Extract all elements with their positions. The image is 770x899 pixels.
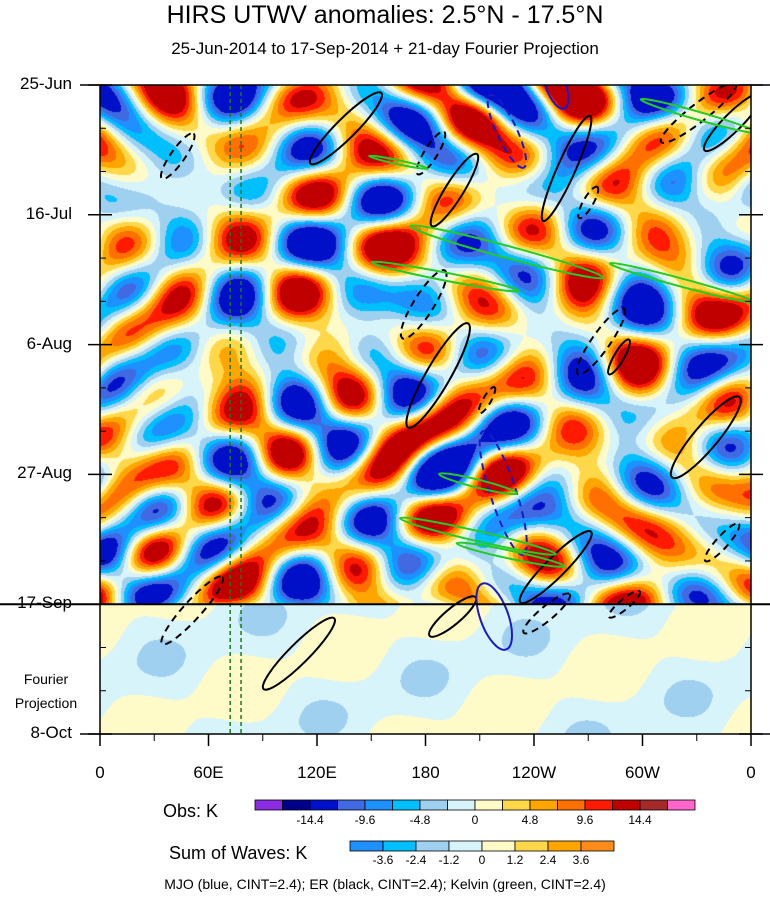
projection-label-line2: Projection: [14, 695, 78, 711]
er-contour: [429, 152, 480, 228]
er-contour: [399, 269, 448, 340]
x-tick-label-60w: 60W: [625, 763, 660, 782]
obs-colorbar-tick: -14.4: [296, 813, 324, 827]
obs-colorbar-swatch: [337, 799, 366, 811]
kelvin-contour: [368, 154, 429, 170]
y-tick-label-jul16: 16-Jul: [25, 203, 72, 223]
waves-colorbar-tick: 2.4: [539, 853, 557, 867]
er-contour: [607, 589, 642, 619]
y-tick-label-aug27: 27-Aug: [17, 463, 72, 483]
waves-colorbar-swatch: [514, 840, 549, 852]
waves-colorbar-swatch: [415, 840, 450, 852]
er-contour: [477, 386, 497, 415]
waves-colorbar-tick: -2.4: [405, 853, 427, 867]
x-tick-label-120w: 120W: [511, 763, 557, 782]
er-contour: [702, 92, 751, 153]
x-tick-label-0: 0: [95, 763, 105, 782]
y-tick-label-jun25: 25-Jun: [20, 74, 72, 93]
kelvin-contour: [409, 224, 605, 280]
er-contour: [522, 592, 572, 635]
obs-colorbar-swatch: [419, 799, 448, 811]
obs-colorbar-swatch: [474, 799, 503, 811]
er-contour: [669, 395, 742, 480]
obs-colorbar-swatch: [447, 799, 476, 811]
kelvin-contour: [398, 516, 557, 556]
obs-colorbar-label: Obs: K: [163, 801, 219, 821]
waves-colorbar-tick: 0: [478, 853, 486, 867]
x-tick-label-120e: 120E: [297, 763, 337, 782]
contour-legend-footer: MJO (blue, CINT=2.4); ER (black, CINT=2.…: [164, 876, 606, 892]
kelvin-contour: [639, 97, 751, 134]
er-contour: [703, 522, 741, 563]
obs-colorbar-swatch: [502, 799, 531, 811]
waves-colorbar-swatch: [547, 840, 582, 852]
kelvin-contour: [370, 260, 521, 293]
waves-colorbar-swatch: [481, 840, 516, 852]
er-contour: [405, 322, 471, 429]
er-contour: [540, 114, 593, 223]
obs-colorbar-swatch: [309, 799, 338, 811]
er-contour: [160, 575, 225, 646]
obs-colorbar-tick: -9.6: [354, 813, 376, 827]
projection-label-line1: Fourier: [23, 671, 69, 687]
mjo-contour: [475, 582, 514, 651]
mjo-contour: [541, 85, 570, 110]
obs-colorbar-swatch: [612, 799, 641, 811]
chart-subtitle: 25-Jun-2014 to 17-Sep-2014 + 21-day Four…: [171, 39, 599, 58]
er-contour: [308, 91, 383, 166]
mjo-contour: [478, 429, 528, 556]
obs-colorbar-swatch: [557, 799, 586, 811]
er-contour: [575, 307, 627, 376]
obs-colorbar-tick: 0: [471, 813, 479, 827]
obs-colorbar-swatch: [667, 799, 696, 811]
er-contour: [415, 130, 447, 176]
er-contour: [607, 338, 631, 376]
obs-colorbar-tick: 14.4: [628, 813, 652, 827]
waves-colorbar-tick: 1.2: [506, 853, 524, 867]
kelvin-contour: [455, 541, 566, 568]
er-contour: [261, 616, 336, 691]
obs-colorbar-swatch: [282, 799, 311, 811]
er-contour: [577, 185, 600, 220]
waves-colorbar-tick: 3.6: [572, 853, 590, 867]
obs-colorbar-swatch: [364, 799, 393, 811]
obs-colorbar-swatch: [639, 799, 668, 811]
waves-colorbar-tick: -3.6: [372, 853, 394, 867]
chart-title: HIRS UTWV anomalies: 2.5°N - 17.5°N: [166, 1, 604, 29]
obs-colorbar-tick: 9.6: [576, 813, 594, 827]
y-tick-label-sep17: 17-Sep: [17, 593, 72, 613]
obs-colorbar-swatch: [529, 799, 558, 811]
anomaly-field: [100, 85, 751, 734]
y-tick-label-oct8: 8-Oct: [30, 723, 72, 742]
y-tick-label-aug6: 6-Aug: [26, 333, 72, 353]
waves-colorbar-swatch: [349, 840, 384, 852]
waves-colorbar-swatch: [382, 840, 417, 852]
waves-colorbar-swatch: [448, 840, 483, 852]
obs-colorbar-tick: 4.8: [521, 813, 539, 827]
kelvin-contour: [438, 472, 518, 496]
mjo-contour: [486, 93, 528, 169]
kelvin-contour: [608, 261, 751, 304]
x-tick-label-0-end: 0: [746, 763, 756, 782]
obs-colorbar-swatch: [254, 799, 283, 811]
x-tick-label-60e: 60E: [193, 763, 224, 782]
obs-colorbar-swatch: [392, 799, 421, 811]
waves-colorbar-swatch: [580, 840, 615, 852]
obs-colorbar-swatch: [584, 799, 613, 811]
er-contour: [659, 85, 738, 144]
obs-colorbar-tick: -4.8: [409, 813, 431, 827]
waves-colorbar-tick: -1.2: [438, 853, 460, 867]
waves-colorbar-label: Sum of Waves: K: [169, 843, 308, 863]
x-tick-label-180: 180: [411, 763, 440, 782]
